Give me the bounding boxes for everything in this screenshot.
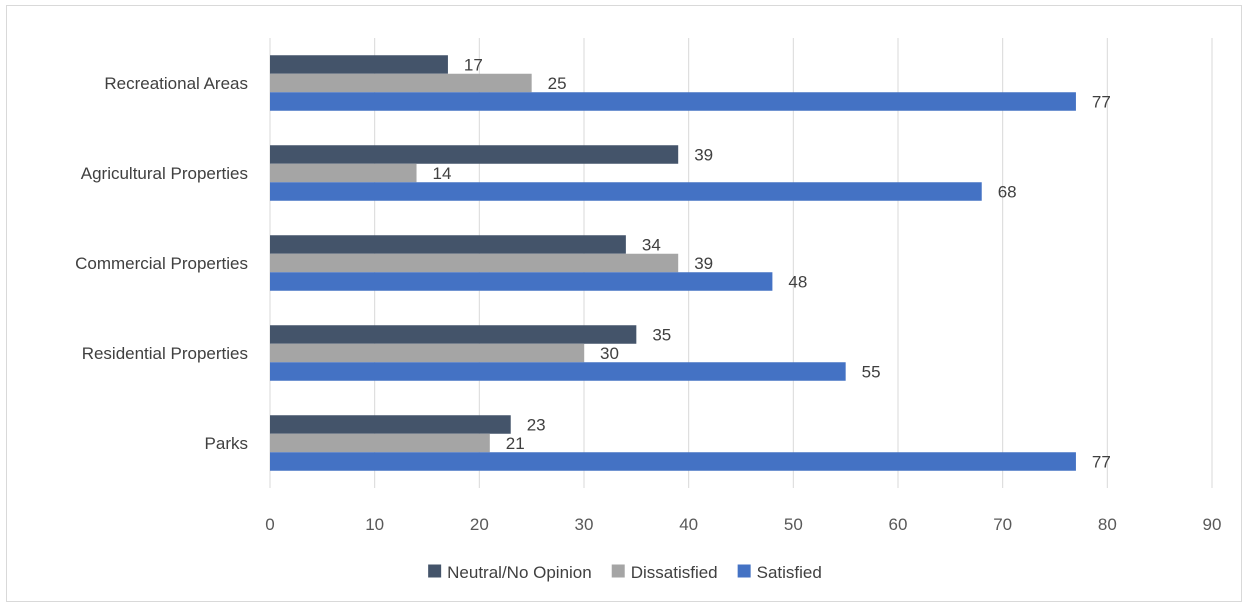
legend-label: Dissatisfied: [631, 563, 718, 582]
data-label: 25: [548, 74, 567, 93]
category-label: Agricultural Properties: [81, 164, 248, 183]
bar: [270, 452, 1076, 471]
bar: [270, 253, 679, 273]
data-label: 23: [527, 416, 546, 435]
tick-label: 30: [575, 515, 594, 534]
legend-swatch: [737, 564, 751, 578]
bar: [270, 55, 448, 74]
tick-label: 80: [1098, 515, 1117, 534]
legend: Neutral/No Opinion Dissatisfied Satisfied: [428, 563, 822, 582]
bar: [270, 182, 982, 201]
data-label: 55: [862, 363, 881, 382]
legend-label: Satisfied: [757, 563, 822, 582]
data-label: 21: [506, 434, 525, 453]
data-label: 35: [652, 326, 671, 345]
data-label: 77: [1092, 93, 1111, 112]
data-label: 30: [600, 344, 619, 363]
tick-label: 0: [265, 515, 274, 534]
tick-label: 90: [1203, 515, 1222, 534]
data-label: 39: [694, 146, 713, 165]
bar: [270, 415, 511, 434]
tick-label: 60: [889, 515, 908, 534]
bar: [270, 433, 490, 453]
bar: [270, 145, 679, 164]
bar: [270, 272, 773, 291]
legend-swatch: [428, 564, 442, 578]
bar: [270, 325, 637, 344]
data-label: 48: [788, 273, 807, 292]
data-label: 34: [642, 236, 661, 255]
bar: [270, 92, 1076, 111]
category-label: Recreational Areas: [104, 74, 248, 93]
category-labels: Recreational Areas Agricultural Propertie…: [75, 74, 248, 453]
category-label: Parks: [205, 434, 248, 453]
legend-swatch: [611, 564, 625, 578]
data-label: 17: [464, 56, 483, 75]
bar: [270, 343, 584, 363]
category-label: Commercial Properties: [75, 254, 248, 273]
tick-label: 20: [470, 515, 489, 534]
bar: [270, 235, 626, 254]
tick-label: 70: [993, 515, 1012, 534]
bar: [270, 362, 846, 381]
data-label: 68: [998, 183, 1017, 202]
data-label: 39: [694, 254, 713, 273]
tick-label: 50: [784, 515, 803, 534]
data-label: 14: [433, 164, 452, 183]
legend-label: Neutral/No Opinion: [447, 563, 592, 582]
x-axis-tick-labels: 0 10 20 30 40 50 60 70 80 90: [265, 515, 1221, 534]
bar: [270, 73, 532, 93]
tick-label: 40: [679, 515, 698, 534]
bar: [270, 163, 417, 183]
data-label: 77: [1092, 453, 1111, 472]
category-label: Residential Properties: [82, 344, 248, 363]
tick-label: 10: [365, 515, 384, 534]
